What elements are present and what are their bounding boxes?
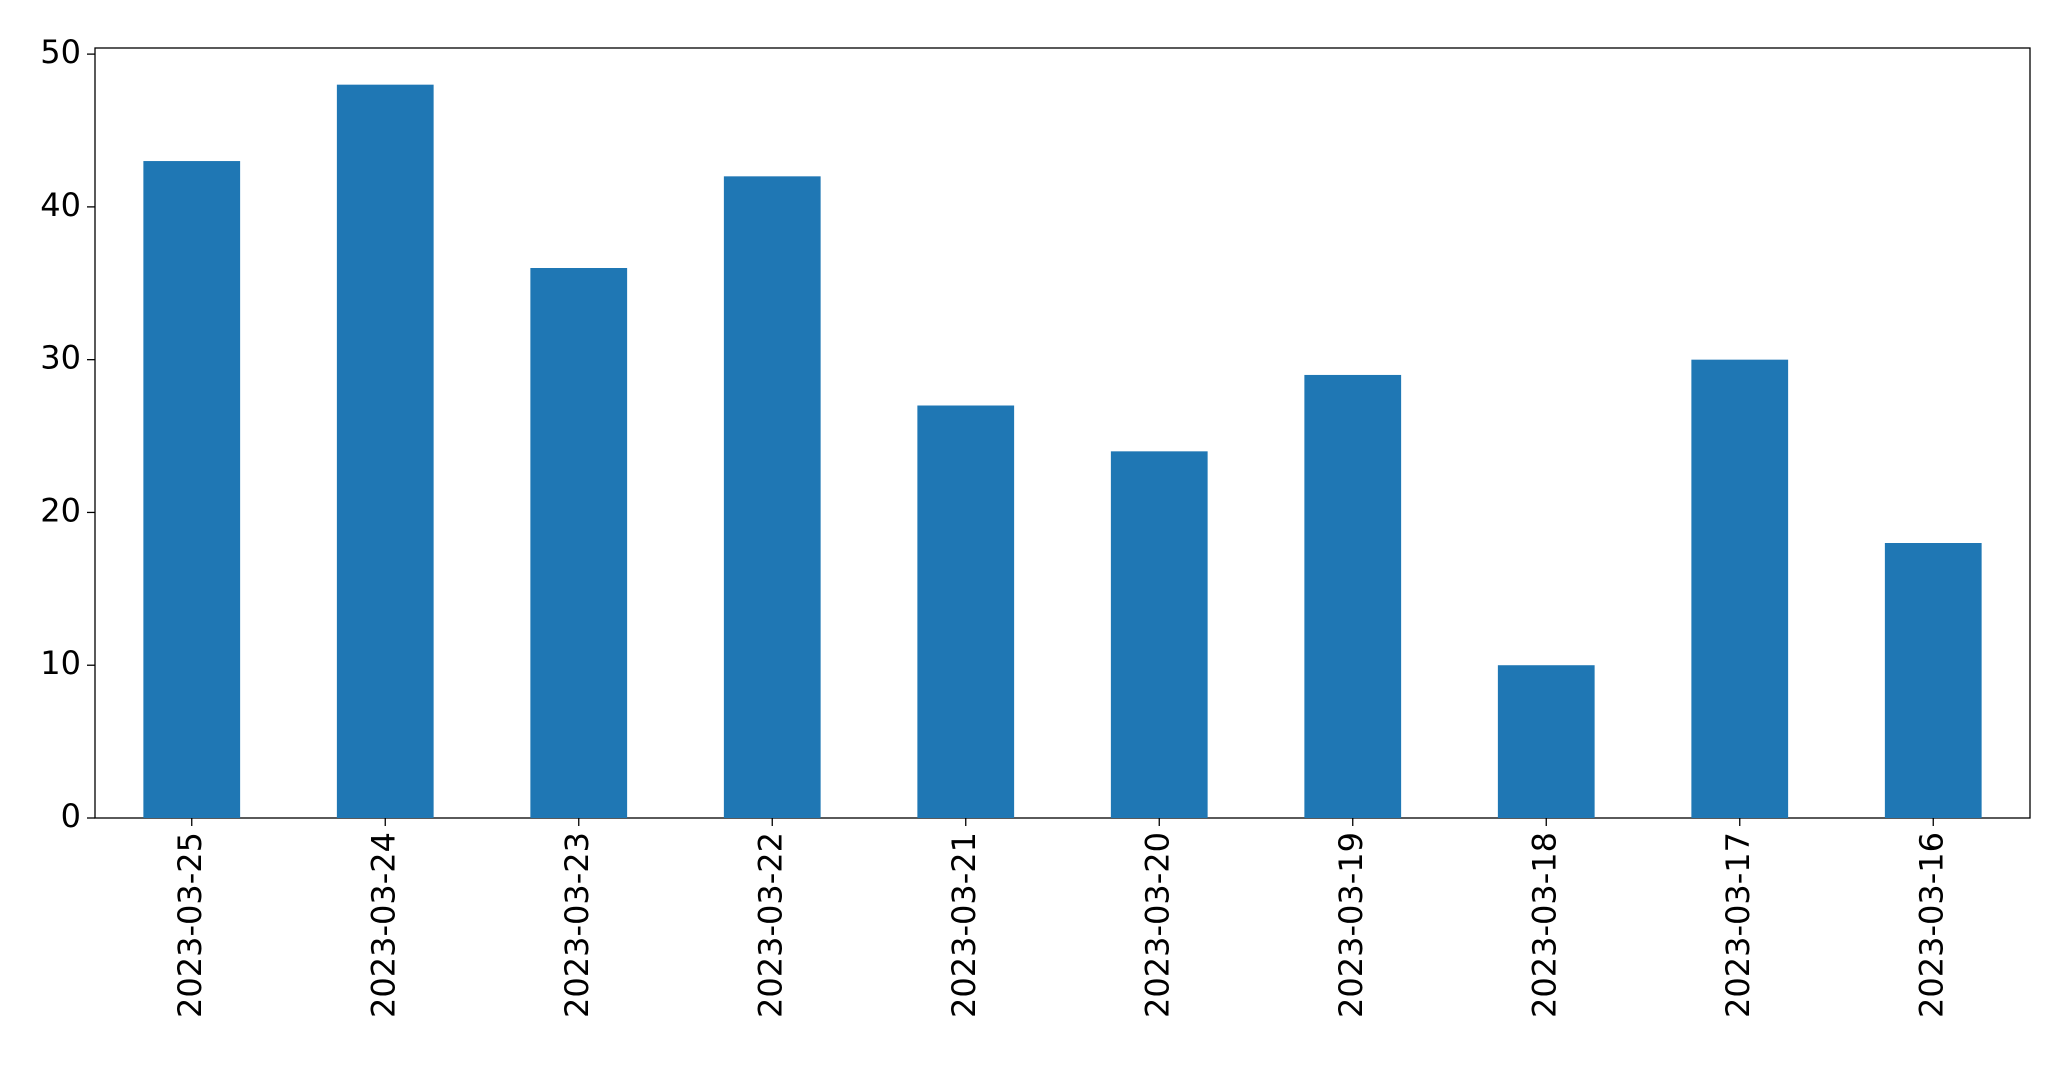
bar: [336, 84, 434, 818]
y-tick-label: 0: [61, 797, 81, 835]
x-tick-label: 2023-03-25: [171, 832, 209, 1018]
y-tick-label: 30: [40, 339, 81, 377]
y-tick-label: 20: [40, 491, 81, 529]
y-tick-label: 10: [40, 644, 81, 682]
bar: [1497, 665, 1595, 818]
x-tick-label: 2023-03-18: [1525, 832, 1563, 1018]
plot-frame: [94, 47, 2031, 819]
bar: [1110, 451, 1208, 818]
bar: [1304, 374, 1402, 818]
x-tick-label: 2023-03-20: [1138, 832, 1176, 1018]
bar: [143, 161, 241, 819]
x-tick-label: 2023-03-23: [558, 832, 596, 1018]
x-tick-label: 2023-03-17: [1719, 832, 1757, 1018]
y-tick-label: 40: [40, 186, 81, 224]
bar: [723, 176, 821, 819]
bar: [530, 268, 628, 818]
bar: [1691, 359, 1789, 818]
x-tick-label: 2023-03-21: [945, 832, 983, 1018]
bar: [1884, 543, 1982, 818]
y-tick-label: 50: [40, 33, 81, 71]
x-tick-label: 2023-03-22: [751, 832, 789, 1018]
bar: [917, 405, 1015, 818]
x-tick-label: 2023-03-16: [1912, 832, 1950, 1018]
x-tick-label: 2023-03-24: [364, 832, 402, 1018]
x-tick-label: 2023-03-19: [1332, 832, 1370, 1018]
